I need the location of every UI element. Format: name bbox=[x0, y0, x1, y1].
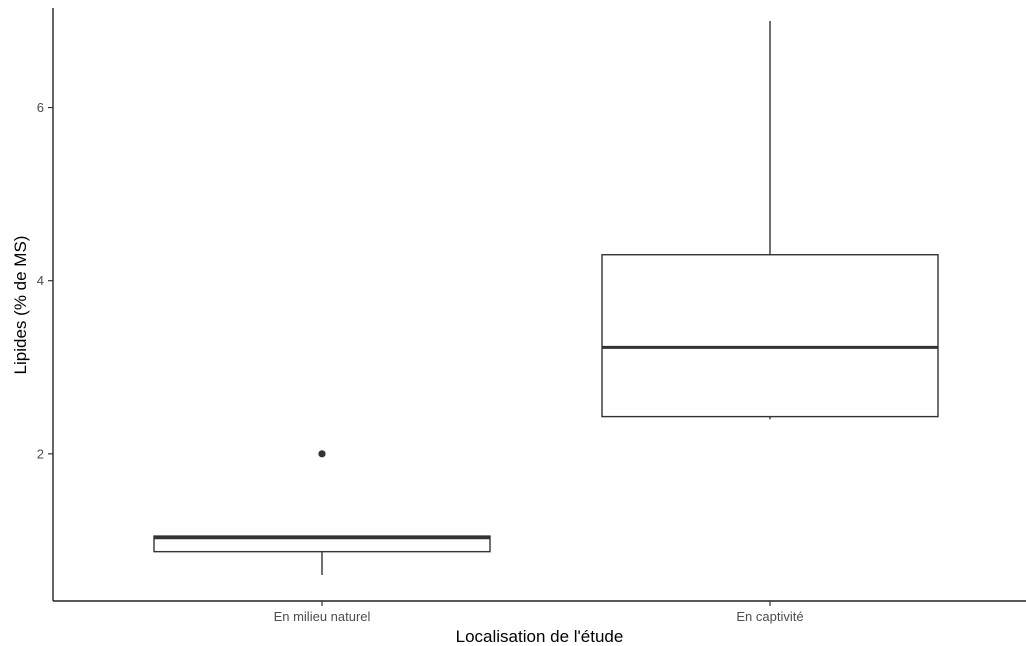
y-tick-label: 6 bbox=[37, 100, 44, 115]
plot-marks bbox=[153, 20, 939, 576]
x-axis-title: Localisation de l'étude bbox=[456, 627, 624, 646]
y-axis-title: Lipides (% de MS) bbox=[11, 236, 30, 375]
x-tick-label: En milieu naturel bbox=[274, 609, 371, 624]
box-iqr bbox=[153, 535, 491, 553]
outlier-point bbox=[318, 450, 326, 458]
box-2 bbox=[601, 20, 939, 420]
box-iqr bbox=[601, 254, 939, 418]
y-ticks: 2 4 6 bbox=[37, 100, 53, 461]
x-ticks: En milieu naturel En captivité bbox=[274, 601, 804, 624]
box-1 bbox=[153, 450, 491, 576]
axes bbox=[52, 8, 1026, 602]
x-tick-label: En captivité bbox=[736, 609, 803, 624]
y-tick-label: 4 bbox=[37, 273, 44, 288]
y-tick-label: 2 bbox=[37, 446, 44, 461]
